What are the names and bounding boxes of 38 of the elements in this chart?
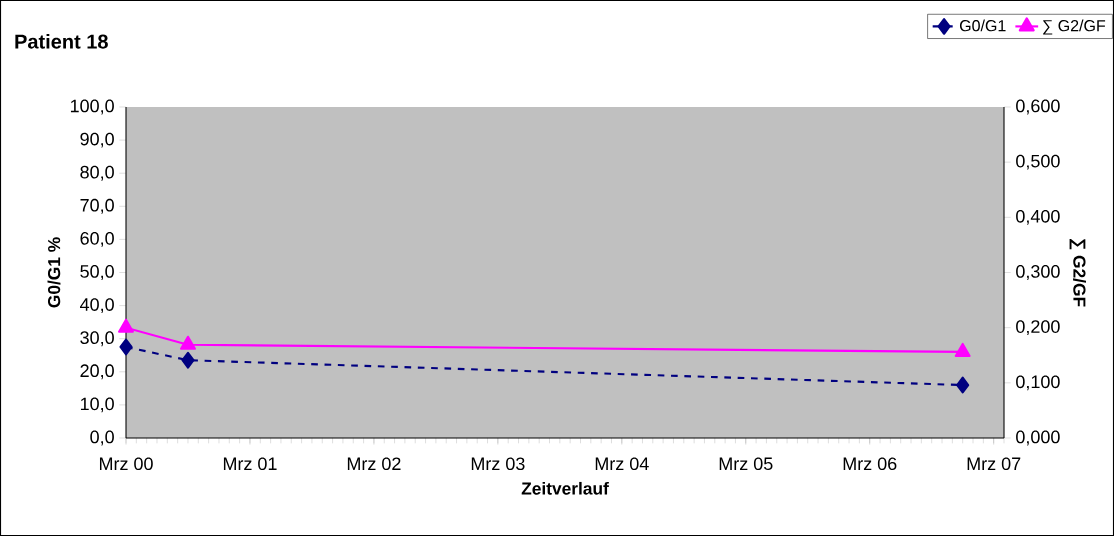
chart-title: Patient 18	[15, 33, 108, 49]
y-tick-label: 70,0	[80, 198, 114, 214]
y2-tick-label: 0,400	[1016, 209, 1060, 225]
x-tick-label: Mrz 02	[347, 457, 401, 471]
x-axis-title: Zeitverlauf	[521, 481, 609, 495]
x-tick-label: Mrz 07	[967, 457, 1021, 471]
y-tick-label: 60,0	[80, 231, 114, 247]
y-tick-label: 0,0	[90, 430, 114, 446]
y-tick-label: 80,0	[80, 165, 114, 181]
point	[956, 376, 970, 394]
y2-tick-label: 0,300	[1016, 265, 1060, 280]
y2-tick-label: 0,600	[1016, 99, 1060, 115]
x-tick-label: Mrz 06	[843, 457, 897, 471]
y-tick-label: 50,0	[80, 265, 114, 280]
x-tick-label: Mrz 01	[223, 457, 277, 471]
y-tick-label: 40,0	[80, 298, 114, 314]
y-tick-label: 20,0	[80, 364, 114, 380]
y2-tick-label: 0,200	[1016, 320, 1060, 336]
point	[954, 342, 971, 358]
legend-label: ∑ G2/GF	[1043, 19, 1106, 35]
legend-label: G0/G1	[959, 19, 1006, 32]
y2-tick-label: 0,500	[1016, 154, 1060, 170]
y2-tick-label: 0,100	[1016, 375, 1060, 391]
x-tick-label: Mrz 00	[99, 457, 153, 471]
point	[181, 351, 195, 369]
point	[179, 335, 196, 350]
y-tick-label: 90,0	[80, 132, 114, 148]
y-tick-label: 30,0	[80, 331, 114, 347]
y-tick-label: 100,0	[70, 99, 114, 115]
x-tick-label: Mrz 03	[471, 457, 525, 471]
y2-tick-label: 0,000	[1016, 430, 1060, 446]
x-tick-label: Mrz 05	[719, 457, 773, 471]
y-axis-title: G0/G1 %	[47, 237, 61, 308]
y-tick-label: 10,0	[80, 397, 114, 413]
y2-axis-title: ∑ G2/GF	[1069, 239, 1086, 307]
point	[118, 318, 134, 333]
x-tick-label: Mrz 04	[595, 457, 649, 471]
point	[119, 338, 133, 356]
